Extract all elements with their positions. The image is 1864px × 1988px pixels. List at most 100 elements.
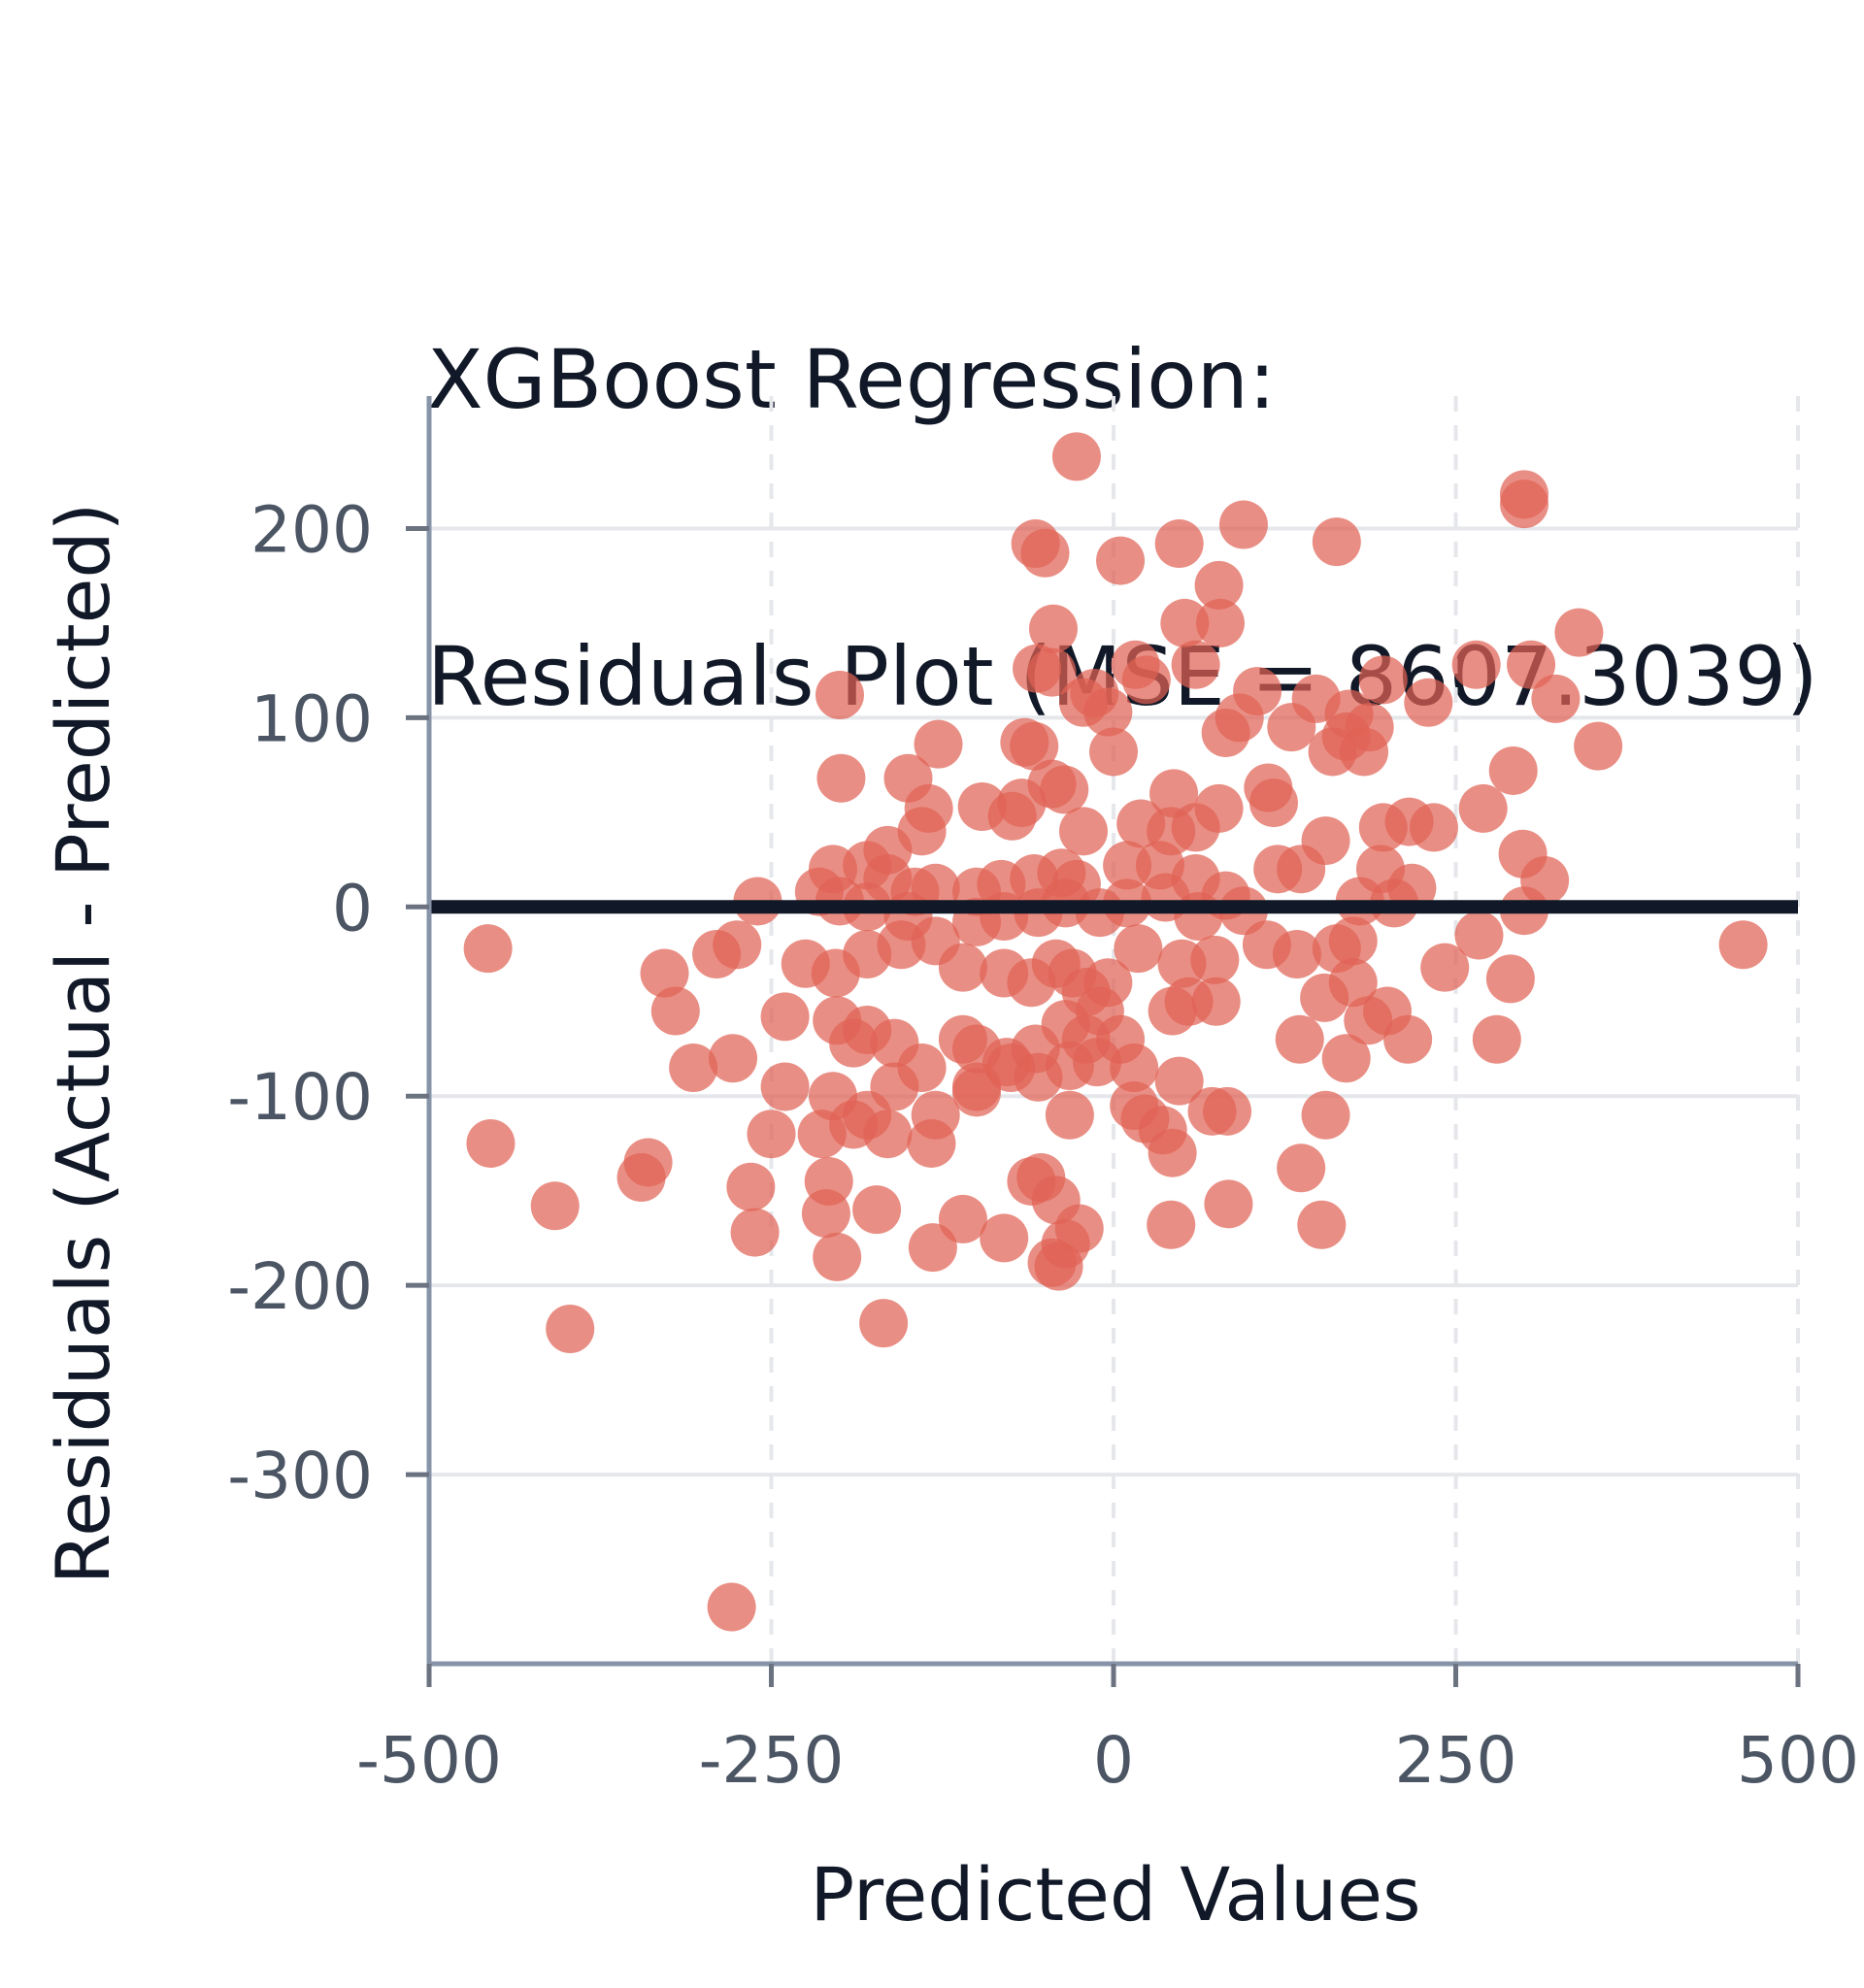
scatter-point xyxy=(709,1034,758,1083)
scatter-point xyxy=(1121,655,1171,705)
scatter-point xyxy=(1454,911,1504,960)
chart-title-line-1: XGBoost Regression: xyxy=(427,332,1277,427)
scatter-point xyxy=(1312,517,1361,567)
scatter-point xyxy=(1277,1143,1326,1193)
scatter-point xyxy=(669,1043,718,1092)
y-tick-label: 100 xyxy=(250,681,373,756)
scatter-point xyxy=(1194,783,1244,833)
scatter-point xyxy=(1409,803,1458,852)
scatter-point xyxy=(1458,783,1508,833)
scatter-point xyxy=(1154,1056,1204,1106)
scatter-point xyxy=(980,1213,1029,1263)
scatter-point xyxy=(1358,655,1408,705)
scatter-point xyxy=(1218,500,1268,549)
scatter-point xyxy=(813,1232,862,1281)
scatter-point xyxy=(1110,1043,1159,1092)
scatter-point xyxy=(852,1185,902,1235)
scatter-point xyxy=(1472,1014,1521,1064)
scatter-point xyxy=(1073,1038,1122,1087)
scatter-point xyxy=(1174,892,1223,942)
scatter-point xyxy=(1718,920,1768,970)
scatter-point xyxy=(1383,1014,1433,1064)
scatter-point xyxy=(1058,807,1108,856)
scatter-point xyxy=(1120,1094,1170,1143)
scatter-point xyxy=(1201,708,1250,757)
scatter-point xyxy=(938,1194,987,1243)
scatter-point xyxy=(1507,640,1556,689)
scatter-point xyxy=(1190,935,1240,984)
scatter-point xyxy=(1300,973,1349,1022)
scatter-point xyxy=(938,943,987,992)
tick-labels: 200 100 0 -100 -200 -300 -500 -250 0 250 500 xyxy=(227,492,1859,1798)
scatter-point xyxy=(816,753,866,803)
scatter-point xyxy=(816,670,864,719)
scatter-point xyxy=(952,1062,1001,1111)
scatter-point xyxy=(1027,647,1077,697)
scatter-point xyxy=(914,719,963,769)
scatter-point xyxy=(1297,1200,1347,1249)
scatter-point xyxy=(1451,640,1501,689)
scatter-point xyxy=(1267,703,1316,752)
y-axis-label: Residuals (Actual - Predicted) xyxy=(40,503,126,1585)
x-tick-label: -250 xyxy=(699,1723,845,1798)
scatter-point xyxy=(863,1110,913,1159)
scatter-point xyxy=(1160,598,1210,647)
scatter-point xyxy=(1404,678,1453,727)
scatter-point xyxy=(1114,924,1163,974)
scatter-point xyxy=(1020,528,1070,578)
x-tick-label: 500 xyxy=(1737,1723,1859,1798)
scatter-point xyxy=(1554,608,1604,657)
scatter-point xyxy=(1147,1200,1196,1249)
scatter-point xyxy=(650,986,700,1036)
scatter-point xyxy=(870,1062,919,1111)
axes xyxy=(406,396,1801,1687)
scatter-point xyxy=(1488,746,1538,795)
scatter-point xyxy=(1010,721,1059,771)
scatter-point xyxy=(530,1181,580,1231)
scatter-point xyxy=(1148,1128,1197,1177)
scatter-point xyxy=(1096,536,1146,585)
scatter-point xyxy=(466,1118,516,1168)
scatter-point xyxy=(616,1153,666,1203)
scatter-point xyxy=(907,1118,956,1168)
y-tick-label: 0 xyxy=(332,871,373,945)
scatter-point xyxy=(1485,954,1535,1004)
x-axis-label: Predicted Values xyxy=(810,1851,1420,1938)
scatter-point xyxy=(801,1189,850,1239)
scatter-point xyxy=(1340,727,1389,777)
scatter-point xyxy=(1277,845,1326,894)
scatter-point xyxy=(1194,560,1244,610)
scatter-point xyxy=(747,1110,796,1159)
scatter-point xyxy=(760,992,810,1042)
scatter-point xyxy=(760,1062,810,1111)
y-tick-label: 200 xyxy=(250,492,373,567)
scatter-point xyxy=(1051,432,1101,481)
scatter-point xyxy=(1040,765,1089,814)
scatter-point xyxy=(1531,674,1581,723)
scatter-point xyxy=(1248,779,1298,828)
scatter-point xyxy=(1191,977,1241,1026)
y-tick-label: -100 xyxy=(227,1060,373,1135)
scatter-point xyxy=(1321,1034,1371,1083)
scatter-point xyxy=(1272,930,1321,979)
x-tick-label: -500 xyxy=(356,1723,502,1798)
scatter-point xyxy=(730,1208,780,1257)
scatter-point xyxy=(987,791,1037,841)
scatter-point xyxy=(463,924,513,974)
scatter-point xyxy=(1195,598,1245,647)
scatter-point xyxy=(1574,721,1623,771)
scatter-point xyxy=(1500,480,1548,529)
scatter-point xyxy=(546,1304,595,1353)
scatter-point xyxy=(1045,1090,1094,1140)
scatter-point xyxy=(726,1162,776,1211)
scatter-point xyxy=(1203,1086,1252,1136)
scatter-point xyxy=(1028,604,1078,653)
scatter-point xyxy=(1027,1238,1077,1287)
scatter-point xyxy=(859,1299,909,1348)
scatter-point xyxy=(640,948,689,998)
scatter-point xyxy=(1420,943,1470,992)
scatter-point xyxy=(1058,678,1108,727)
scatter-point xyxy=(1275,1014,1324,1064)
scatter-point xyxy=(1204,1179,1253,1229)
